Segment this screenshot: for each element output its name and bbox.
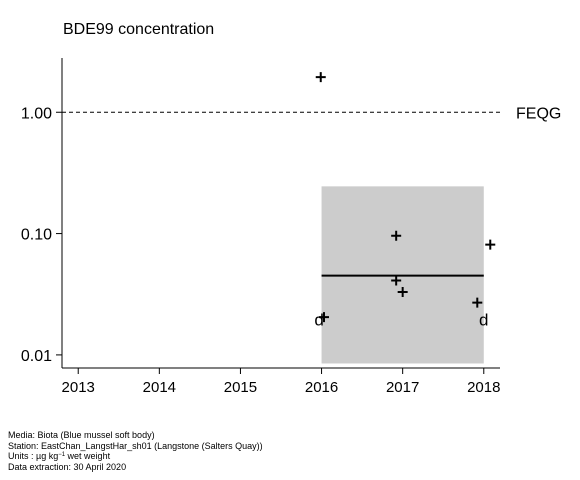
footer-units: Units : µg kg−1 wet weight <box>8 451 263 462</box>
reference-line-label: FEQG <box>516 105 561 122</box>
data-point <box>472 297 483 308</box>
data-point <box>391 275 402 286</box>
footer-units-suffix: wet weight <box>65 451 111 462</box>
x-tick-label: 2017 <box>386 379 419 396</box>
y-tick-label: 1.00 <box>21 105 52 122</box>
concentration-chart: BDE99 concentration FEQG 0.01 0.10 1.00 2013… <box>21 21 561 396</box>
footer-units-exponent: −1 <box>58 452 66 459</box>
data-point <box>485 239 496 250</box>
footer-extraction: Data extraction: 30 April 2020 <box>8 461 127 472</box>
x-tick-label: 2016 <box>305 379 338 396</box>
detection-limit-point: d <box>314 311 323 330</box>
x-tick-label: 2015 <box>224 379 257 396</box>
x-tick-label: 2014 <box>143 379 176 396</box>
chart-title: BDE99 concentration <box>63 21 214 38</box>
footer-station: Station: EastChan_LangstHar_sh01 (Langst… <box>8 440 263 451</box>
y-tick-label: 0.01 <box>21 348 52 365</box>
chart-footer: Media: Biota (Blue mussel soft body) Sta… <box>8 430 263 472</box>
footer-media: Media: Biota (Blue mussel soft body) <box>8 430 155 440</box>
data-point <box>391 230 402 241</box>
data-point <box>318 312 329 323</box>
data-point <box>315 72 326 83</box>
detection-limit-point: d <box>479 311 488 330</box>
data-point <box>397 286 408 297</box>
y-tick-label: 0.10 <box>21 227 52 244</box>
footer-units-prefix: Units : µg kg <box>8 451 59 462</box>
plot-area: FEQG 0.01 0.10 1.00 2013 2014 2015 2016 2017 2018… <box>21 58 561 396</box>
x-tick-label: 2018 <box>467 379 500 396</box>
x-tick-label: 2013 <box>62 379 95 396</box>
